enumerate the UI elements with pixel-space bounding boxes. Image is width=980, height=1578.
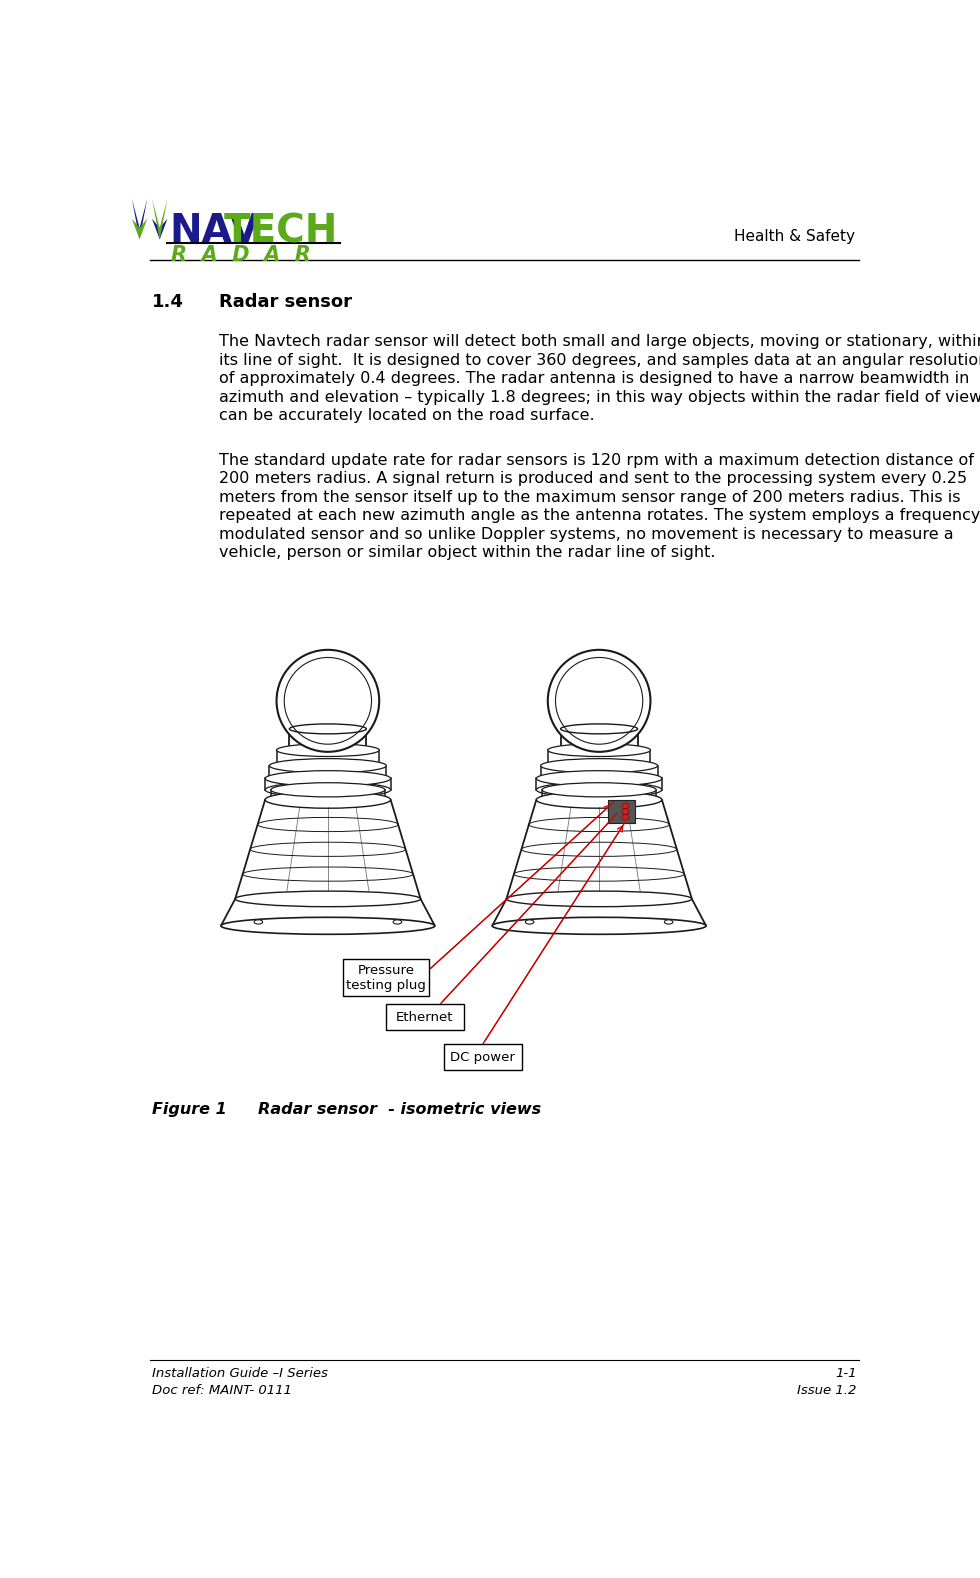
- Ellipse shape: [621, 803, 629, 810]
- Text: 1-1: 1-1: [835, 1368, 857, 1381]
- Text: Health & Safety: Health & Safety: [734, 229, 855, 245]
- Ellipse shape: [542, 783, 657, 797]
- Text: vehicle, person or similar object within the radar line of sight.: vehicle, person or similar object within…: [220, 544, 715, 560]
- Ellipse shape: [536, 770, 662, 786]
- Ellipse shape: [548, 650, 651, 751]
- Polygon shape: [152, 199, 168, 240]
- Text: DC power: DC power: [451, 1051, 515, 1064]
- Ellipse shape: [536, 791, 662, 808]
- Bar: [386, 1004, 464, 1030]
- Ellipse shape: [542, 792, 657, 806]
- Ellipse shape: [541, 772, 658, 786]
- Text: Pressure
testing plug: Pressure testing plug: [346, 964, 426, 993]
- Ellipse shape: [266, 770, 391, 786]
- Text: azimuth and elevation – typically 1.8 degrees; in this way objects within the ra: azimuth and elevation – typically 1.8 de…: [220, 390, 980, 404]
- Ellipse shape: [289, 745, 367, 756]
- Ellipse shape: [492, 917, 706, 934]
- Polygon shape: [131, 199, 147, 240]
- Ellipse shape: [541, 759, 658, 773]
- Ellipse shape: [621, 814, 629, 821]
- Ellipse shape: [548, 743, 651, 756]
- Text: Figure 1: Figure 1: [152, 1101, 226, 1117]
- Bar: [343, 959, 428, 996]
- Polygon shape: [220, 899, 435, 926]
- Text: TECH: TECH: [223, 213, 338, 251]
- Ellipse shape: [561, 745, 638, 756]
- Ellipse shape: [393, 920, 402, 925]
- Ellipse shape: [664, 920, 673, 925]
- Ellipse shape: [266, 791, 391, 808]
- Text: Doc ref: MAINT- 0111: Doc ref: MAINT- 0111: [152, 1384, 292, 1398]
- Text: Radar sensor: Radar sensor: [220, 294, 353, 311]
- Ellipse shape: [561, 724, 638, 734]
- Text: meters from the sensor itself up to the maximum sensor range of 200 meters radiu: meters from the sensor itself up to the …: [220, 489, 960, 505]
- Text: Installation Guide –I Series: Installation Guide –I Series: [152, 1368, 328, 1381]
- Ellipse shape: [270, 772, 386, 786]
- Polygon shape: [507, 800, 692, 899]
- Bar: [444, 1045, 521, 1070]
- Ellipse shape: [270, 783, 385, 797]
- Polygon shape: [131, 219, 147, 240]
- Text: modulated sensor and so unlike Doppler systems, no movement is necessary to meas: modulated sensor and so unlike Doppler s…: [220, 527, 954, 541]
- Bar: [608, 800, 635, 824]
- Ellipse shape: [525, 920, 534, 925]
- Ellipse shape: [220, 917, 435, 934]
- Text: R  A  D  A  R: R A D A R: [171, 245, 311, 265]
- Text: Issue 1.2: Issue 1.2: [797, 1384, 857, 1398]
- Ellipse shape: [266, 783, 391, 797]
- Text: Radar sensor  - isometric views: Radar sensor - isometric views: [214, 1101, 541, 1117]
- Text: 1.4: 1.4: [152, 294, 184, 311]
- Ellipse shape: [276, 650, 379, 751]
- Text: repeated at each new azimuth angle as the antenna rotates. The system employs a : repeated at each new azimuth angle as th…: [220, 508, 980, 524]
- Ellipse shape: [276, 743, 379, 756]
- Ellipse shape: [235, 892, 420, 907]
- Ellipse shape: [507, 892, 692, 907]
- Text: The standard update rate for radar sensors is 120 rpm with a maximum detection d: The standard update rate for radar senso…: [220, 453, 974, 467]
- Ellipse shape: [270, 792, 385, 806]
- Ellipse shape: [270, 759, 386, 773]
- Polygon shape: [492, 899, 706, 926]
- Polygon shape: [235, 800, 420, 899]
- Text: Ethernet: Ethernet: [396, 1010, 454, 1024]
- Text: its line of sight.  It is designed to cover 360 degrees, and samples data at an : its line of sight. It is designed to cov…: [220, 352, 980, 368]
- Ellipse shape: [289, 724, 367, 734]
- Ellipse shape: [276, 759, 379, 772]
- Text: 200 meters radius. A signal return is produced and sent to the processing system: 200 meters radius. A signal return is pr…: [220, 472, 967, 486]
- Ellipse shape: [536, 783, 662, 797]
- Text: can be accurately located on the road surface.: can be accurately located on the road su…: [220, 409, 595, 423]
- Ellipse shape: [254, 920, 263, 925]
- Ellipse shape: [548, 759, 651, 772]
- Polygon shape: [152, 219, 168, 240]
- Text: The Navtech radar sensor will detect both small and large objects, moving or sta: The Navtech radar sensor will detect bot…: [220, 335, 980, 349]
- Ellipse shape: [621, 810, 629, 814]
- Text: NAV: NAV: [169, 213, 260, 251]
- Text: of approximately 0.4 degrees. The radar antenna is designed to have a narrow bea: of approximately 0.4 degrees. The radar …: [220, 371, 970, 387]
